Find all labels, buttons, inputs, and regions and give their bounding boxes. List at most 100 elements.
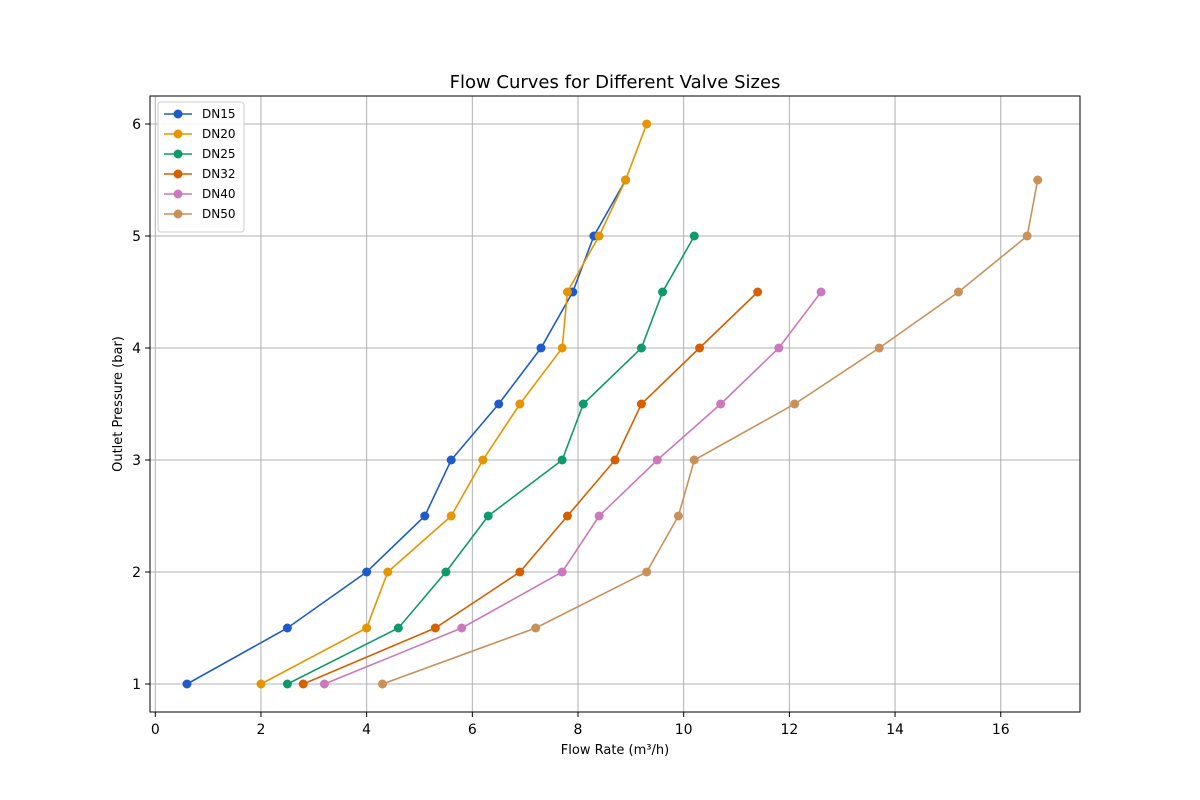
data-point-dn20 [383, 567, 393, 577]
legend-marker-dn32 [173, 169, 183, 179]
data-point-dn40 [594, 511, 604, 521]
series-line-dn40 [324, 291, 822, 685]
data-point-dn25 [557, 455, 567, 465]
legend-label-dn20: DN20 [202, 127, 236, 141]
data-point-dn15 [446, 455, 456, 465]
series-dn40 [319, 287, 826, 689]
data-point-dn50 [642, 567, 652, 577]
data-point-dn25 [636, 343, 646, 353]
data-point-dn32 [636, 399, 646, 409]
data-point-dn50 [1022, 231, 1032, 241]
data-point-dn20 [515, 399, 525, 409]
data-point-dn50 [531, 623, 541, 633]
data-point-dn20 [557, 343, 567, 353]
plot-frame [149, 95, 1081, 713]
y-tick-label: 3 [132, 453, 141, 469]
data-point-dn15 [494, 399, 504, 409]
legend-label-dn15: DN15 [202, 107, 236, 121]
data-point-dn15 [536, 343, 546, 353]
data-point-dn50 [874, 343, 884, 353]
data-point-dn40 [457, 623, 467, 633]
grid [150, 96, 1080, 712]
data-point-dn15 [362, 567, 372, 577]
data-point-dn20 [362, 623, 372, 633]
data-point-dn25 [578, 399, 588, 409]
x-tick-label: 8 [574, 722, 583, 738]
data-point-dn25 [658, 287, 668, 297]
legend-item-dn50: DN50 [164, 207, 236, 221]
x-tick-label: 10 [675, 722, 693, 738]
data-point-dn32 [753, 287, 763, 297]
y-tick-label: 5 [132, 229, 141, 245]
data-point-dn20 [594, 231, 604, 241]
legend-label-dn32: DN32 [202, 167, 236, 181]
data-point-dn40 [557, 567, 567, 577]
data-point-dn15 [420, 511, 430, 521]
legend-item-dn40: DN40 [164, 187, 236, 201]
data-point-dn20 [642, 119, 652, 129]
data-point-dn40 [652, 455, 662, 465]
series-layer [182, 119, 1043, 689]
data-point-dn20 [621, 175, 631, 185]
series-dn20 [256, 119, 652, 689]
series-dn50 [378, 175, 1043, 689]
data-point-dn20 [478, 455, 488, 465]
data-point-dn50 [1033, 175, 1043, 185]
legend: DN15 DN20 DN25 DN32 DN40 DN50 [157, 101, 245, 233]
data-point-dn32 [515, 567, 525, 577]
chart-title: Flow Curves for Different Valve Sizes [450, 72, 781, 93]
legend-item-dn25: DN25 [164, 147, 236, 161]
legend-marker-dn40 [173, 189, 183, 199]
data-point-dn40 [716, 399, 726, 409]
data-point-dn50 [378, 679, 387, 689]
data-point-dn50 [673, 511, 683, 521]
legend-label-dn40: DN40 [202, 187, 236, 201]
legend-marker-dn50 [173, 209, 183, 219]
data-point-dn50 [953, 287, 963, 297]
y-tick-label: 1 [132, 677, 141, 693]
data-point-dn25 [393, 623, 403, 633]
x-tick-label: 0 [151, 722, 160, 738]
data-point-dn25 [282, 679, 292, 689]
legend-item-dn20: DN20 [164, 127, 236, 141]
data-point-dn50 [689, 455, 699, 465]
series-dn25 [282, 231, 699, 689]
x-tick-label: 2 [257, 722, 266, 738]
data-point-dn20 [256, 679, 266, 689]
data-point-dn20 [562, 287, 572, 297]
series-dn32 [298, 287, 763, 689]
data-point-dn25 [441, 567, 451, 577]
data-point-dn20 [446, 511, 456, 521]
legend-marker-dn15 [173, 109, 183, 119]
data-point-dn40 [816, 287, 826, 297]
x-tick-label: 4 [362, 722, 371, 738]
y-tick-label: 6 [132, 117, 141, 133]
y-axis-title: Outlet Pressure (bar) [111, 336, 126, 472]
series-line-dn32 [302, 291, 759, 685]
legend-item-dn15: DN15 [164, 107, 236, 121]
data-point-dn32 [298, 679, 308, 689]
data-point-dn15 [282, 623, 292, 633]
data-point-dn50 [790, 399, 800, 409]
x-tick-label: 14 [886, 722, 904, 738]
data-point-dn32 [430, 623, 440, 633]
data-point-dn32 [562, 511, 572, 521]
data-point-dn40 [774, 343, 784, 353]
legend-label-dn25: DN25 [202, 147, 236, 161]
legend-label-dn50: DN50 [202, 207, 236, 221]
legend-marker-dn20 [173, 129, 183, 139]
legend-marker-dn25 [173, 149, 183, 159]
data-point-dn32 [610, 455, 620, 465]
data-point-dn40 [319, 679, 329, 689]
data-point-dn32 [695, 343, 705, 353]
y-tick-label: 2 [132, 565, 141, 581]
legend-item-dn32: DN32 [164, 167, 236, 181]
y-tick-label: 4 [132, 341, 141, 357]
data-point-dn25 [483, 511, 493, 521]
x-tick-label: 6 [468, 722, 477, 738]
x-tick-label: 12 [780, 722, 798, 738]
x-axis-title: Flow Rate (m³/h) [561, 743, 669, 758]
data-point-dn25 [689, 231, 699, 241]
